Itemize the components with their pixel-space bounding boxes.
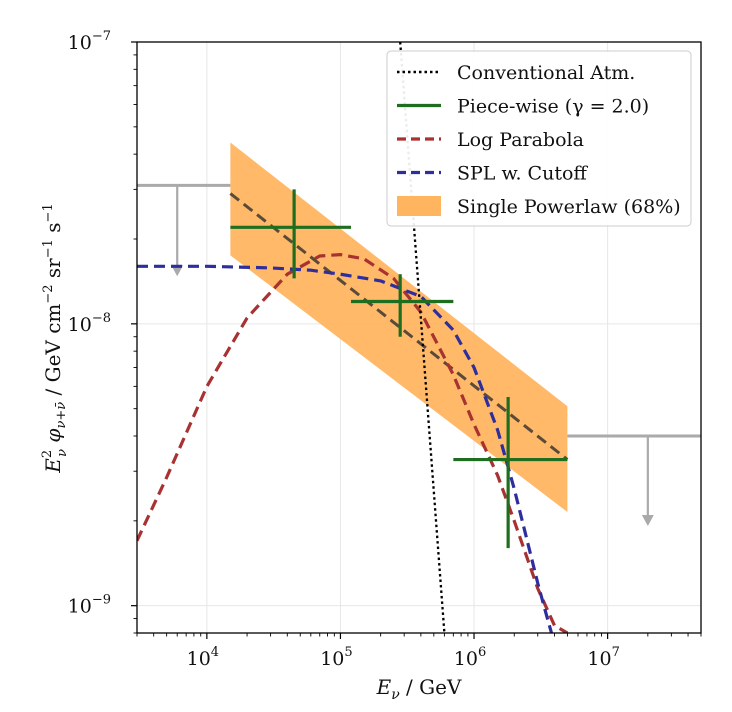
log-parabola-curve <box>137 253 569 633</box>
legend-swatch-band <box>397 196 441 216</box>
x-tick-label: 106 <box>454 645 486 670</box>
x-tick-label: 107 <box>587 645 619 670</box>
legend-label: Log Parabola <box>457 129 584 151</box>
legend: Conventional Atm. Piece-wise (γ = 2.0) Log… <box>386 50 692 227</box>
y-tick-label: 10−8 <box>68 311 111 336</box>
legend-box <box>386 50 692 227</box>
upper-limit-arrow-head <box>171 265 184 277</box>
axis-ticks: 104 105 106 107 10−9 10−8 10−7 <box>68 29 702 670</box>
x-tick-label: 105 <box>320 645 352 670</box>
legend-label: Single Powerlaw (68%) <box>457 196 681 218</box>
legend-label: SPL w. Cutoff <box>457 163 588 185</box>
legend-label: Conventional Atm. <box>457 62 635 84</box>
y-tick-label: 10−9 <box>68 593 111 618</box>
y-tick-label: 10−7 <box>68 29 111 54</box>
data-area <box>137 42 701 633</box>
x-axis-title: Eν / GeV <box>376 675 462 703</box>
legend-label: Piece-wise (γ = 2.0) <box>457 96 649 118</box>
upper-limit-arrow-head <box>641 514 654 526</box>
y-axis-title: E2ν φν+ν̄ / GeV cm−2 sr−1 s−1 <box>40 203 70 473</box>
plot-frame <box>136 41 702 634</box>
spl-cutoff-curve <box>137 264 554 633</box>
x-tick-label: 104 <box>187 645 219 670</box>
